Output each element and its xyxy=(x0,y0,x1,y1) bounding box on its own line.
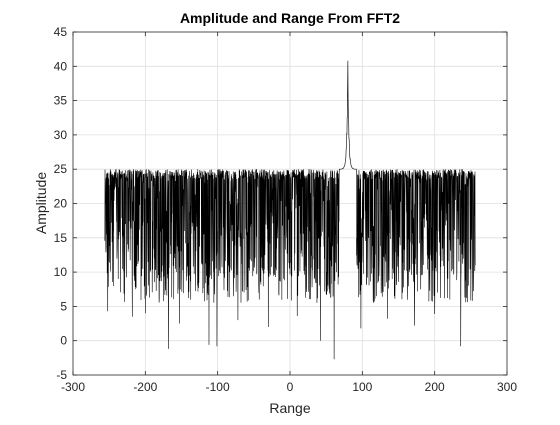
y-tick-label: 45 xyxy=(54,25,68,39)
y-tick-label: 35 xyxy=(54,94,68,108)
y-tick-label: 20 xyxy=(54,197,68,211)
y-tick-label: 10 xyxy=(54,265,68,279)
x-tick-label: 100 xyxy=(352,380,372,394)
chart-title: Amplitude and Range From FFT2 xyxy=(180,10,400,26)
x-tick-label: 0 xyxy=(287,380,294,394)
y-tick-label: 40 xyxy=(54,59,68,73)
x-tick-label: -300 xyxy=(61,380,85,394)
y-tick-label: 25 xyxy=(54,162,68,176)
x-tick-label: -100 xyxy=(206,380,230,394)
y-tick-label: 0 xyxy=(60,334,67,348)
x-tick-label: 300 xyxy=(497,380,517,394)
y-tick-label: 5 xyxy=(60,299,67,313)
series-layer xyxy=(104,60,476,360)
y-axis-label: Amplitude xyxy=(33,172,49,234)
x-axis-label: Range xyxy=(269,400,310,416)
x-tick-label: -200 xyxy=(133,380,157,394)
fft-amplitude-line xyxy=(104,60,476,360)
y-tick-label: 30 xyxy=(54,128,68,142)
x-tick-label: 200 xyxy=(425,380,445,394)
y-tick-label: -5 xyxy=(56,368,67,382)
y-tick-label: 15 xyxy=(54,231,68,245)
ticks: -300 -200 -100 0 100 200 300 -5 0 5 10 15 20 25 30 35 40… xyxy=(54,25,518,394)
